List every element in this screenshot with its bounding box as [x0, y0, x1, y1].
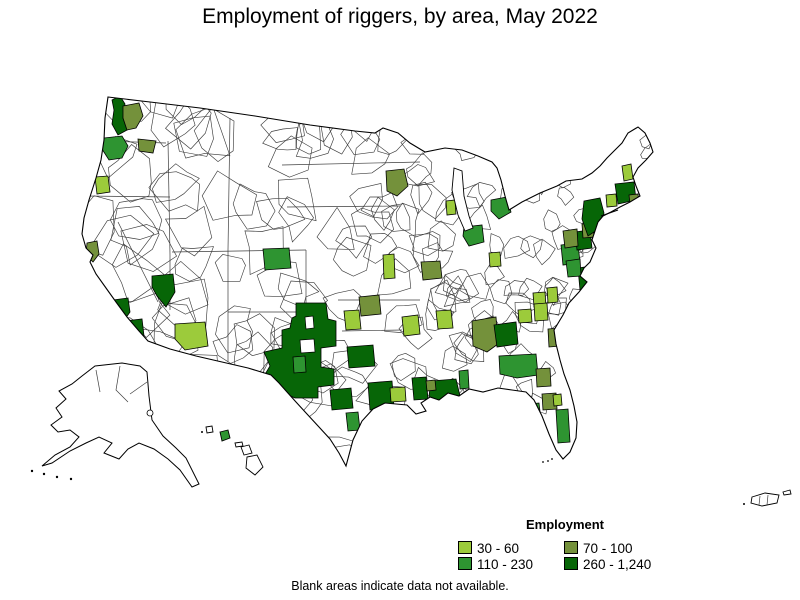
legend-swatch [564, 541, 578, 554]
map-title: Employment of riggers, by area, May 2022 [202, 5, 598, 28]
map-area [174, 321, 209, 351]
legend-item: 260 - 1,240 [564, 557, 672, 572]
map-area [382, 253, 396, 280]
map-area [411, 376, 429, 401]
map-area [565, 258, 582, 278]
map-area [420, 260, 443, 281]
map-area [94, 175, 111, 195]
map-area [137, 138, 157, 154]
legend-label: 260 - 1,240 [583, 557, 652, 572]
map-area [552, 393, 563, 407]
map-area [346, 344, 376, 369]
map-area [123, 318, 145, 341]
map-area [471, 316, 499, 353]
legend-label: 70 - 100 [583, 541, 633, 556]
map-area [345, 411, 361, 432]
map-area [605, 193, 618, 208]
map-area [458, 369, 470, 390]
us-outline [81, 96, 654, 468]
map-area [401, 314, 421, 337]
map-area [262, 247, 292, 271]
map-area [219, 429, 231, 442]
map-area [263, 302, 337, 399]
legend-swatch [564, 557, 578, 570]
map-area [292, 355, 307, 374]
map-area [329, 387, 354, 411]
hawaii-islands [201, 425, 264, 476]
map-area [490, 196, 512, 220]
legend-swatch [458, 541, 472, 554]
alaska-outline [30, 362, 200, 488]
map-area [151, 273, 176, 308]
map-area [621, 163, 634, 182]
map-area [493, 321, 519, 348]
florida-keys [551, 458, 553, 460]
legend-label: 30 - 60 [477, 541, 520, 556]
florida-keys [542, 461, 544, 463]
map-area [498, 353, 539, 379]
map-area [535, 367, 552, 388]
legend-item: 110 - 230 [458, 557, 564, 572]
legend-swatch [458, 557, 472, 570]
legend-label: 110 - 230 [477, 557, 534, 572]
map-area [385, 168, 409, 197]
map-area [562, 228, 579, 249]
florida-keys [547, 460, 549, 462]
map-area [101, 135, 129, 161]
legend-item: 70 - 100 [564, 541, 672, 556]
legend-title: Employment [525, 517, 604, 532]
legend-grid: 30 - 60 70 - 100 110 - 230 260 - 1,240 [458, 541, 672, 572]
map-area [358, 294, 382, 317]
footnote: Blank areas indicate data not available. [291, 579, 509, 593]
long-island [600, 209, 619, 217]
map-area [555, 408, 571, 444]
map-area [85, 240, 100, 263]
map-area [488, 251, 502, 268]
lake-michigan [451, 167, 474, 232]
map-area [435, 309, 454, 330]
map-area [425, 379, 437, 392]
legend: Employment 30 - 60 70 - 100 110 - 230 26… [458, 517, 672, 572]
map-areas [85, 97, 640, 444]
map-area [367, 380, 395, 411]
map-area [546, 286, 559, 304]
map-area [389, 386, 407, 403]
map-area [526, 402, 542, 422]
map-area [533, 302, 549, 322]
map-area [122, 102, 144, 131]
map-area [343, 309, 362, 331]
legend-item: 30 - 60 [458, 541, 564, 556]
puerto-rico-outline [743, 489, 792, 507]
map-area [445, 199, 457, 216]
map-area [517, 308, 533, 324]
